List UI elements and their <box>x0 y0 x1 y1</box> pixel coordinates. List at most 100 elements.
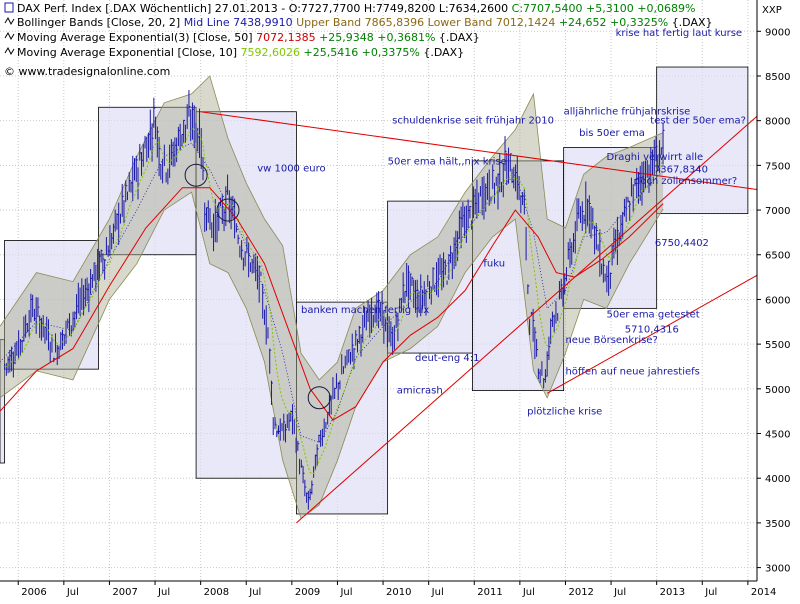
legend-segment: Bollinger Bands [Close, 20, 2] <box>17 16 184 29</box>
chart-annotation: plötzliche krise <box>527 407 602 418</box>
legend-header: DAX Perf. Index [.DAX Wöchentlich] 27.01… <box>4 2 713 78</box>
legend-segment: Mid Line 7438,9910 <box>184 16 296 29</box>
legend-segment: Moving Average Exponential [Close, 10] <box>17 46 241 59</box>
chart-annotation: höffen auf neue jahrestiefs <box>565 367 699 378</box>
chart-annotation: 50er ema getestet <box>607 309 700 320</box>
price-series-icon <box>4 2 14 13</box>
range-box <box>296 301 389 515</box>
chart-annotation: krise hat fertig laut kurse <box>616 28 742 39</box>
x-tick-label: 2010 <box>386 587 411 598</box>
chart-annotation: schuldenkrise seit frühjahr 2010 <box>392 115 554 126</box>
bollinger-bands <box>0 75 664 520</box>
legend-segment: Moving Average Exponential(3) [Close, 50… <box>17 31 256 44</box>
chart-annotation: 6750,4402 <box>655 238 709 249</box>
trend-line <box>296 115 758 524</box>
y-tick-label: 8500 <box>765 72 790 83</box>
legend-segment: +24,652 +0,3325% <box>559 16 672 29</box>
range-box <box>195 111 297 479</box>
y-tick-label: 6000 <box>765 295 790 306</box>
y-tick-label: 3500 <box>765 519 790 530</box>
x-tick-label: 2007 <box>112 587 137 598</box>
x-tick-label: 2009 <box>295 587 320 598</box>
trend-line <box>200 111 758 190</box>
chart-annotation: 5710,4316 <box>625 325 679 336</box>
legend-segment: {.DAX} <box>423 46 464 59</box>
x-tick-label: 2006 <box>21 587 46 598</box>
bollinger-lower <box>0 191 664 520</box>
chart-annotation: Draghi verwirrt alle <box>607 152 704 163</box>
chart-annotation: neue Börsenkrise? <box>565 335 657 346</box>
x-tick-label: Jul <box>248 587 261 598</box>
x-tick-label: Jul <box>431 587 444 598</box>
x-tick-label: 2011 <box>477 587 502 598</box>
y-tick-label: 4500 <box>765 430 790 441</box>
chart-annotation: vw 1000 euro <box>257 164 325 175</box>
highlight-circles <box>184 163 331 410</box>
legend-segment: Upper Band 7865,8396 Lower Band 7012,142… <box>296 16 559 29</box>
annotations: krise hat fertig laut kurse alljährliche … <box>257 28 746 418</box>
y-axis: 3000 3500 4000 4500 5000 5500 6000 6500 7000 7500… <box>756 0 790 581</box>
range-box <box>656 66 749 215</box>
ema-50-series <box>0 187 664 421</box>
x-tick-label: Jul <box>66 587 79 598</box>
price-series <box>4 90 665 510</box>
chart-annotation: test der 50er ema? <box>650 115 746 126</box>
legend-line-ema50: Moving Average Exponential(3) [Close, 50… <box>17 31 480 44</box>
x-tick-label: 2013 <box>660 587 685 598</box>
x-tick-label: Jul <box>613 587 626 598</box>
ema-10-series <box>4 126 664 475</box>
y-tick-label: 6500 <box>765 251 790 262</box>
ema-50-line <box>0 187 664 421</box>
chart-annotation: deut-eng 4:1 <box>415 353 479 364</box>
trend-lines <box>200 111 758 524</box>
y-tick-label: 7000 <box>765 206 790 217</box>
range-box <box>0 339 5 464</box>
x-tick-label: Jul <box>339 587 352 598</box>
highlight-circle <box>216 198 240 222</box>
chart-annotation: amicrash <box>397 385 443 396</box>
indicator-wave-icon <box>4 31 15 41</box>
legend-segment: +25,9348 +0,3681% <box>319 31 439 44</box>
legend-line-bollinger: Bollinger Bands [Close, 20, 2] Mid Line … <box>17 16 713 29</box>
y-tick-label: 4000 <box>765 474 790 485</box>
legend-line-dax: DAX Perf. Index [.DAX Wöchentlich] 27.01… <box>17 2 695 15</box>
y-tick-label: 5500 <box>765 340 790 351</box>
indicator-wave-icon <box>4 16 15 26</box>
range-box <box>387 200 473 354</box>
indicator-wave-icon <box>4 46 15 56</box>
corner-label: XXP <box>762 5 782 16</box>
y-tick-label: 8000 <box>765 117 790 128</box>
chart-annotation: alljährliche frühjahrskrise <box>564 106 691 117</box>
bollinger-fill <box>0 76 664 519</box>
chart-annotation: 7367,8340 <box>654 165 708 176</box>
chart-annotation: bis 50er ema <box>579 128 645 139</box>
x-tick-label: 2014 <box>751 587 776 598</box>
x-tick-label: Jul <box>704 587 717 598</box>
legend-line-ema10: Moving Average Exponential [Close, 10] 7… <box>17 46 464 59</box>
highlight-circle <box>307 386 331 410</box>
legend-segment: {.DAX} <box>672 16 713 29</box>
legend-segment: DAX Perf. Index [.DAX Wöchentlich] 27.01… <box>17 2 289 15</box>
legend-segment: 7592,6026 <box>241 46 304 59</box>
legend-segment: C:7707,5400 +5,3100 +0,0689% <box>512 2 696 15</box>
chart-annotation: banken machen fertig nix <box>301 305 429 316</box>
chart-annotation: 50er ema hält,,nix krise <box>388 156 507 167</box>
chart-annotation: fuku <box>483 258 505 269</box>
y-tick-label: 7500 <box>765 161 790 172</box>
y-tick-label: 3000 <box>765 564 790 575</box>
legend-segment: +25,5416 +0,3375% <box>303 46 423 59</box>
chart-annotation: doch zollensommer? <box>634 176 737 187</box>
watermark: © www.tradesignalonline.com <box>4 65 170 78</box>
trend-line <box>546 274 758 394</box>
x-tick-label: Jul <box>522 587 535 598</box>
legend-segment: O:7727,7700 H:7749,8200 L:7634,2600 <box>289 2 512 15</box>
x-tick-label: 2008 <box>204 587 229 598</box>
legend-segment: 7072,1385 <box>256 31 319 44</box>
x-axis: 2006 Jul 2007 Jul 2008 Jul 2009 Jul 2010 Jul 2011 J… <box>0 580 776 598</box>
legend-icons <box>4 2 15 56</box>
bollinger-upper <box>0 75 664 381</box>
x-tick-label: Jul <box>157 587 170 598</box>
y-tick-label: 5000 <box>765 385 790 396</box>
